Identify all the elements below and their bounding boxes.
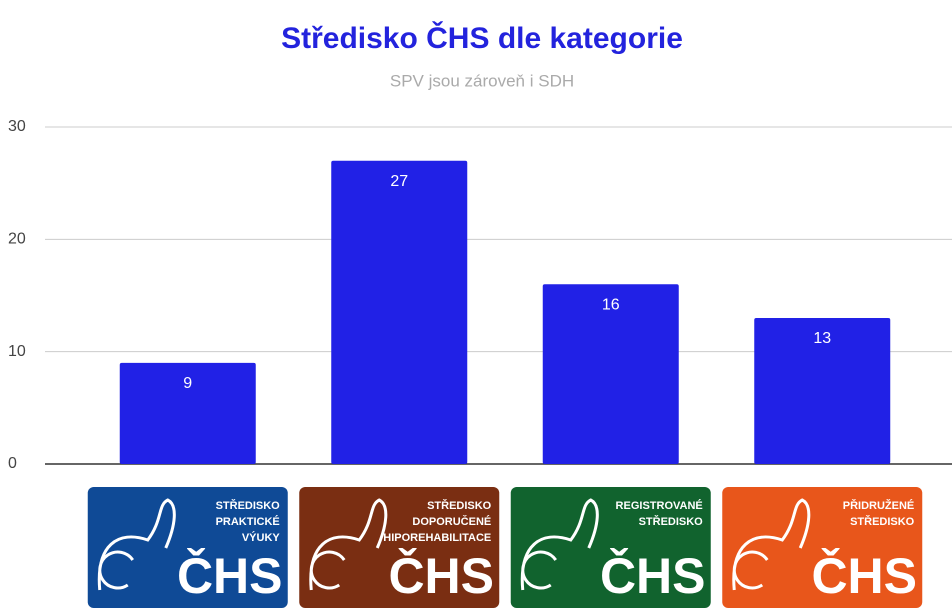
logo-horse	[97, 498, 176, 591]
logo-text: STŘEDISKO	[427, 499, 492, 512]
category-logo: STŘEDISKO DOPORUČENÉ HIPOREHABILITACE ČHS	[299, 487, 500, 608]
logo-background	[299, 487, 500, 608]
logo-text: HIPOREHABILITACE	[383, 532, 491, 544]
value-label: 9	[183, 375, 192, 392]
category-logo: REGISTROVANÉ STŘEDISKO ČHS	[510, 487, 711, 608]
logo-chs: ČHS	[600, 547, 706, 604]
logo-horse	[520, 498, 599, 591]
logo-chs: ČHS	[388, 547, 494, 604]
logo-chs: ČHS	[811, 547, 917, 604]
logo-horse	[732, 498, 811, 591]
bar	[331, 160, 468, 464]
logo-text: VÝUKY	[242, 531, 281, 544]
y-tick-label: 10	[8, 343, 26, 360]
logo-background	[87, 487, 288, 608]
category-logo: STŘEDISKO PRAKTICKÉ VÝUKY ČHS	[87, 487, 288, 608]
bar	[119, 362, 256, 464]
logo-background	[722, 487, 923, 608]
y-tick-label: 30	[8, 118, 26, 135]
value-label: 16	[602, 296, 620, 313]
logo-text: PRAKTICKÉ	[216, 515, 280, 528]
y-tick-label: 0	[8, 455, 17, 472]
value-label: 27	[390, 173, 408, 190]
value-label: 13	[813, 330, 831, 347]
chart-subtitle: SPV jsou zároveň i SDH	[390, 71, 574, 90]
bar	[542, 284, 679, 464]
logo-horse	[309, 498, 388, 591]
logo-text: STŘEDISKO	[850, 515, 915, 528]
bar	[754, 317, 891, 464]
logo-background	[510, 487, 711, 608]
logo-text: PŘIDRUŽENÉ	[843, 499, 915, 512]
category-logo: PŘIDRUŽENÉ STŘEDISKO ČHS	[722, 487, 923, 608]
y-tick-label: 20	[8, 231, 26, 248]
logo-text: STŘEDISKO	[639, 515, 704, 528]
logo-text: REGISTROVANÉ	[616, 499, 703, 512]
logo-text: DOPORUČENÉ	[412, 515, 491, 528]
logo-text: STŘEDISKO	[216, 499, 281, 512]
chart-title: Středisko ČHS dle kategorie	[281, 21, 683, 55]
logo-chs: ČHS	[177, 547, 283, 604]
